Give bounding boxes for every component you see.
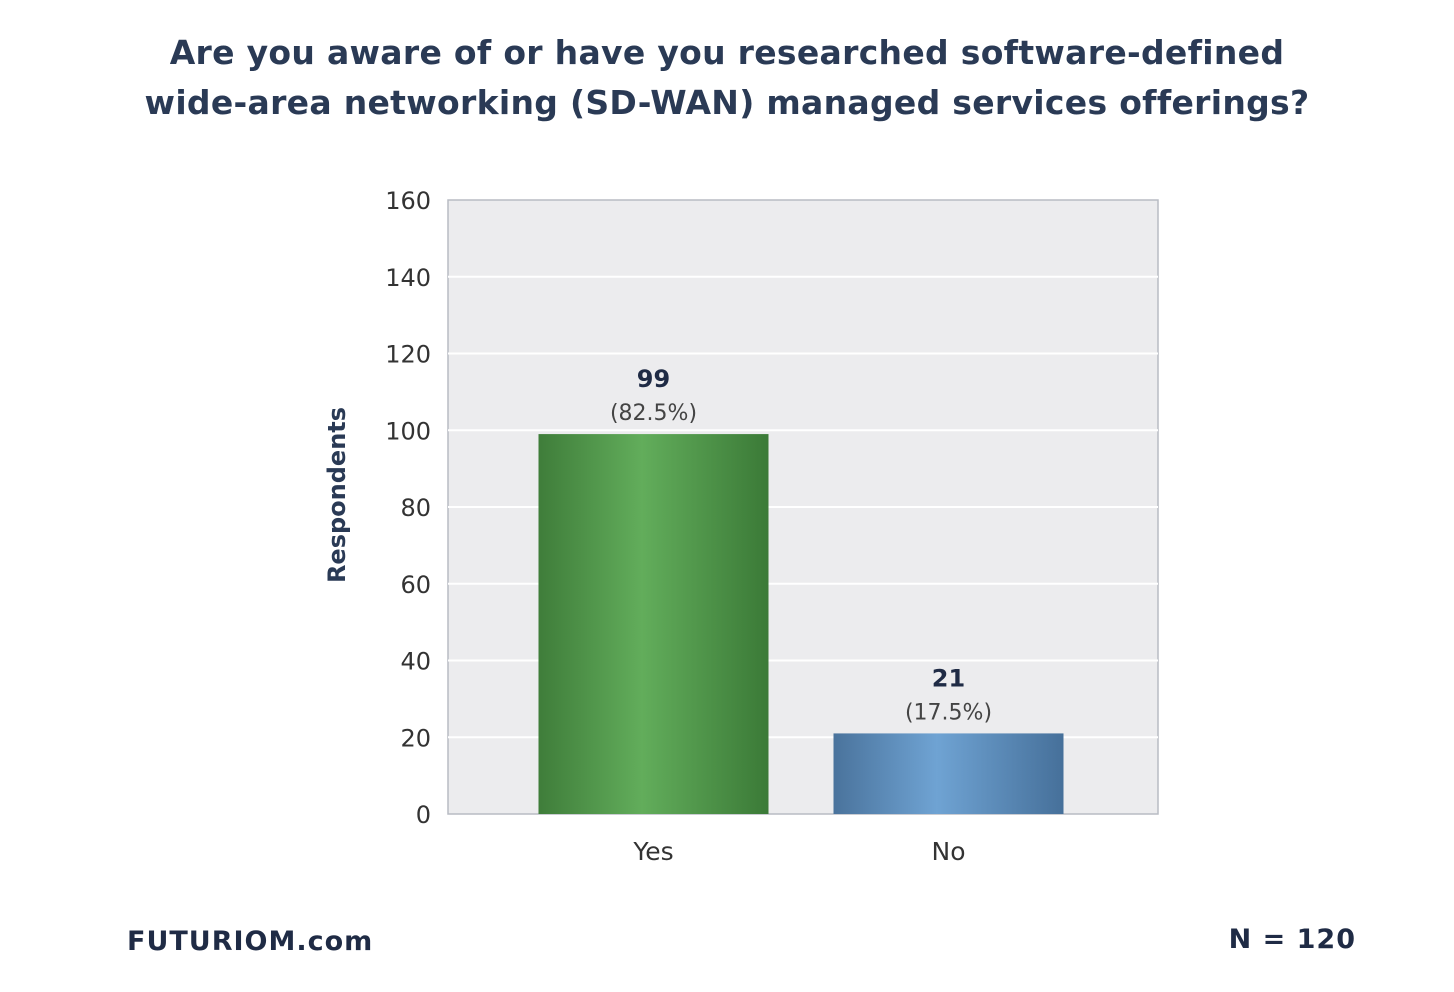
value-label: 99 (637, 365, 670, 393)
data-labels: 99 (82.5%) 21 (17.5%) (610, 365, 992, 725)
y-axis-label: Respondents (323, 407, 351, 583)
y-tick-label: 120 (385, 341, 431, 369)
percent-label: (17.5%) (905, 700, 992, 725)
y-tick-label: 100 (385, 417, 431, 445)
percent-label: (82.5%) (610, 401, 697, 426)
sample-size-label: N = 120 (1228, 924, 1356, 955)
x-tick-label: No (932, 837, 966, 866)
brand-logo-text: FUTURIOM.com (127, 926, 374, 957)
y-tick-labels: 0 20 40 60 80 100 120 140 160 (385, 187, 431, 829)
chart-title-line-1: Are you aware of or have you researched … (169, 33, 1285, 72)
y-tick-label: 160 (385, 187, 431, 215)
bar-yes (538, 434, 769, 814)
value-label: 21 (932, 664, 965, 692)
chart-title: Are you aware of or have you researched … (0, 28, 1454, 128)
y-tick-label: 60 (400, 571, 431, 599)
x-tick-label: Yes (632, 837, 673, 866)
x-tick-labels: Yes No (632, 837, 965, 866)
y-tick-label: 140 (385, 264, 431, 292)
bar-no (833, 733, 1064, 814)
chart-title-line-2: wide-area networking (SD-WAN) managed se… (144, 83, 1310, 122)
y-tick-label: 0 (416, 801, 431, 829)
y-tick-label: 80 (400, 494, 431, 522)
bars (538, 434, 1064, 814)
y-tick-label: 40 (400, 648, 431, 676)
y-tick-label: 20 (400, 724, 431, 752)
